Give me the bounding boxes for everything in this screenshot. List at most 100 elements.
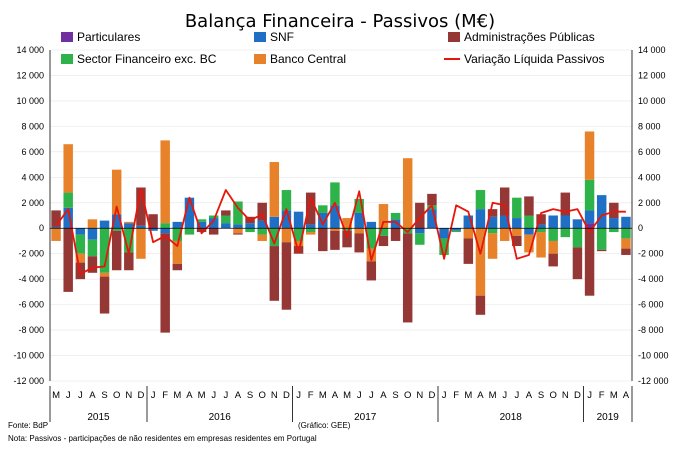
bar-segment-sector-financeiro-exc-bc <box>475 190 486 210</box>
bar-segment-snf <box>427 209 437 229</box>
legend-label: Particulares <box>77 30 140 44</box>
x-tick-label: N <box>562 390 569 401</box>
bar-segment-sector-financeiro-exc-bc <box>245 228 255 233</box>
bar-segment-banco-central <box>354 228 364 234</box>
bar-segment-sector-financeiro-exc-bc <box>390 212 401 220</box>
x-tick-label: J <box>502 390 507 401</box>
x-tick-label: F <box>308 390 314 401</box>
bar-segment-administra-es-p-blicas <box>305 192 316 225</box>
bar-segment-banco-central <box>487 233 498 259</box>
y-tick-label-left: 0 <box>39 223 44 233</box>
x-tick-label: A <box>623 390 630 401</box>
y-tick-label-right: -6 000 <box>638 300 664 310</box>
bar-segment-snf <box>548 215 558 229</box>
x-tick-label: M <box>198 390 206 401</box>
y-tick-label-left: 8 000 <box>21 121 44 131</box>
bar-segment-snf <box>572 219 583 229</box>
bar-segment-sector-financeiro-exc-bc <box>281 190 292 211</box>
legend-swatch <box>448 32 460 42</box>
bar-segment-banco-central <box>536 232 546 258</box>
bar-segment-snf <box>536 224 546 229</box>
bar-segment-banco-central <box>172 240 183 264</box>
x-tick-label: A <box>526 390 533 401</box>
x-tick-label: J <box>357 390 362 401</box>
bar-segment-snf <box>111 214 122 229</box>
chart-title: Balança Financeira - Passivos (M€) <box>185 11 495 32</box>
y-tick-label-left: -12 000 <box>13 376 44 386</box>
bar-segment-sector-financeiro-exc-bc <box>257 228 267 235</box>
x-tick-label: D <box>138 390 145 401</box>
bar-segment-sector-financeiro-exc-bc <box>512 197 522 219</box>
bar-segment-snf <box>439 228 449 239</box>
bar-segment-banco-central <box>160 140 170 224</box>
bar-segment-snf <box>184 197 195 229</box>
x-tick-label: M <box>319 390 327 401</box>
x-tick-label: S <box>392 390 398 401</box>
legend-swatch <box>61 54 73 64</box>
x-tick-label: M <box>52 390 60 401</box>
bar-segment-snf <box>390 219 401 229</box>
bar-segment-sector-financeiro-exc-bc <box>172 228 183 241</box>
bar-segment-snf <box>596 195 607 229</box>
bar-segment-snf <box>172 221 183 229</box>
year-label: 2015 <box>87 412 110 423</box>
net-variation-line-layer <box>55 187 626 276</box>
x-tick-label: A <box>235 390 242 401</box>
bar-segment-administra-es-p-blicas <box>87 256 98 273</box>
bar-segment-administra-es-p-blicas <box>51 210 61 227</box>
x-tick-label: S <box>538 390 544 401</box>
bar-segment-snf <box>196 221 207 229</box>
bar-segment-administra-es-p-blicas <box>221 210 231 216</box>
y-tick-label-right: 0 <box>638 223 643 233</box>
bar-segment-administra-es-p-blicas <box>572 247 583 280</box>
bar-segment-sector-financeiro-exc-bc <box>378 228 389 236</box>
bar-segment-banco-central <box>99 272 110 277</box>
bar-segment-sector-financeiro-exc-bc <box>221 215 231 224</box>
bar-segment-administra-es-p-blicas <box>463 238 474 264</box>
bar-segment-snf <box>160 228 170 234</box>
legend-item: Banco Central <box>254 52 346 66</box>
x-tick-label: N <box>125 390 132 401</box>
bar-segment-sector-financeiro-exc-bc <box>111 228 122 231</box>
y-tick-label-left: 14 000 <box>16 45 44 55</box>
bar-segment-administra-es-p-blicas <box>548 253 558 267</box>
bar-segment-snf <box>451 228 461 231</box>
bar-segment-administra-es-p-blicas <box>402 233 413 323</box>
bar-segment-snf <box>463 215 474 229</box>
bar-segment-sector-financeiro-exc-bc <box>536 228 546 233</box>
credit-note: (Gráfico: GEE) <box>298 421 351 430</box>
gridlines <box>50 49 632 382</box>
x-tick-label: A <box>332 390 339 401</box>
legend-label: Banco Central <box>270 52 346 66</box>
bar-segment-sector-financeiro-exc-bc <box>293 228 304 241</box>
bar-segment-snf <box>475 209 486 229</box>
bar-segment-administra-es-p-blicas <box>596 249 607 252</box>
legend-label: Variação Líquida Passivos <box>464 52 605 66</box>
source-note: Fonte: BdP <box>8 421 48 430</box>
bar-segment-administra-es-p-blicas <box>560 192 571 216</box>
bar-segment-sector-financeiro-exc-bc <box>548 228 558 241</box>
bar-segment-administra-es-p-blicas <box>427 193 437 206</box>
bar-segment-snf <box>415 228 425 234</box>
bar-segment-administra-es-p-blicas <box>269 246 280 301</box>
bar-segment-sector-financeiro-exc-bc <box>318 205 328 213</box>
net-variation-line <box>55 187 626 276</box>
x-tick-label: O <box>258 390 265 401</box>
legend-item: Sector Financeiro exc. BC <box>61 52 217 66</box>
bar-segment-administra-es-p-blicas <box>366 261 377 281</box>
bar-segment-banco-central <box>499 228 510 241</box>
bar-segment-snf <box>124 223 134 229</box>
bar-segment-sector-financeiro-exc-bc <box>269 228 280 247</box>
year-label: 2017 <box>354 412 377 423</box>
bar-segment-administra-es-p-blicas <box>63 228 73 292</box>
footnote: Nota: Passivos - participações de não re… <box>8 434 317 443</box>
bar-segment-snf <box>136 225 146 229</box>
bar-segment-banco-central <box>124 221 134 224</box>
bar-segment-snf <box>75 228 86 235</box>
bar-segment-administra-es-p-blicas <box>257 202 267 221</box>
bar-segment-snf <box>330 205 340 229</box>
bar-segment-sector-financeiro-exc-bc <box>354 198 364 213</box>
bar-segment-banco-central <box>75 253 86 263</box>
x-tick-label: J <box>514 390 519 401</box>
y-tick-label-left: 12 000 <box>16 70 44 80</box>
